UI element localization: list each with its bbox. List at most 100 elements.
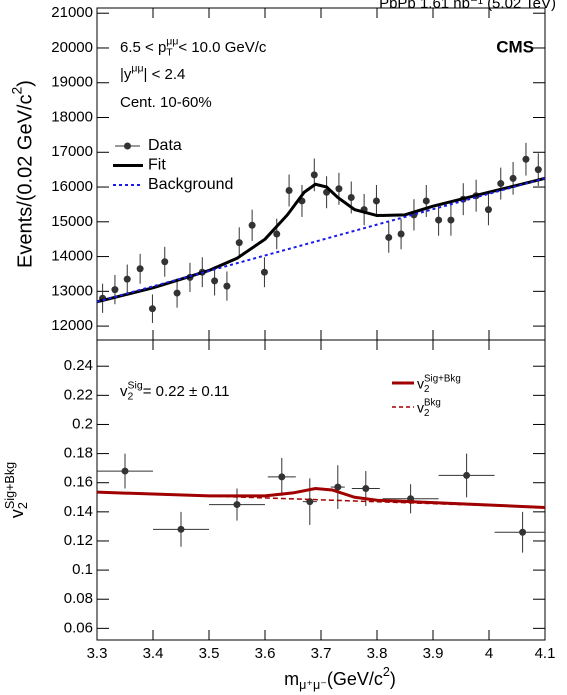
legend-label-part: Bkg [424,398,441,409]
data-point [522,155,530,163]
y-tick-label: 21000 [51,4,93,21]
y-tick-label: 13000 [51,282,93,299]
y-tick-label: 12000 [51,317,93,334]
data-point [173,289,181,297]
annotation-part: T [166,47,173,59]
y-tick-label: 18000 [51,108,93,125]
x-tick-label: 3.8 [367,645,388,662]
y-tick-label: 14000 [51,248,93,265]
fit-line [97,487,545,509]
x-tick-label: 4.1 [535,645,556,662]
data-point [233,501,241,509]
data-point [422,197,430,205]
data-point [111,286,119,294]
y-axis-title-part: ) [14,80,36,87]
annotation-part: |y [120,66,132,83]
legend-marker [124,142,131,150]
y-tick-label: 16000 [51,178,93,195]
data-point [161,258,169,266]
x-axis-title-part: m [284,669,299,689]
data-point [372,197,380,205]
y-tick-label: 0.16 [64,474,93,491]
annotation-part: μμ [166,35,178,47]
x-axis-title-part: 2 [383,665,390,679]
legend-label-part: v [417,376,424,392]
frame [96,7,546,341]
data-point [278,473,286,481]
background-line [97,491,545,509]
x-tick-label: 3.5 [199,645,220,662]
data-point [497,180,505,188]
x-tick-label: 4 [485,645,493,662]
y-tick-label: 0.08 [64,590,93,607]
data-point [310,171,318,179]
x-axis-title-part: (GeV/c [327,669,383,689]
data-point [435,216,443,224]
data-point [121,467,129,475]
annotation: |y μμ | < 2.4 [120,62,185,82]
data-point [362,485,370,493]
data-point [285,187,293,195]
legend-label-part: Sig+Bkg [424,374,461,385]
legend-label: Fit [148,157,166,174]
legend-label-part: 2 [424,408,429,419]
y-tick-label: 0.24 [64,357,93,374]
y-axis-title-part: Sig+Bkg [3,462,17,509]
legend-label: Data [148,137,182,154]
annotation-part: | < 2.4 [144,66,186,83]
data-point [136,265,144,273]
data-point [148,305,156,313]
data-point [519,528,527,536]
x-tick-label: 3.7 [311,645,332,662]
annotation-part: 2 [128,391,134,403]
data-point [509,174,517,182]
x-tick-label: 3.9 [423,645,444,662]
annotation-part: 6.5 < p [120,39,166,56]
experiment-label: CMS [496,37,534,56]
annotation-part: Cent. 10-60% [120,94,212,111]
data-point [447,216,455,224]
data-point [223,282,231,290]
legend-label: Background [148,176,233,193]
y-tick-label: 19000 [51,74,93,91]
x-axis-title-part: ) [390,669,396,689]
data-point [397,230,405,238]
data-point [235,239,243,247]
x-tick-label: 3.3 [87,645,108,662]
plot-area [97,142,545,323]
data-point [260,268,268,276]
x-tick-label: 3.6 [255,645,276,662]
annotation-part: Sig [128,379,143,391]
x-axis-title: m μ⁺μ⁻ (GeV/c 2) [284,665,396,692]
x-tick-label: 3.4 [143,645,164,662]
y-axis-title-part: 2 [16,502,30,509]
data-point [335,185,343,193]
data-point [123,275,131,283]
frame [96,339,546,641]
data-point [211,277,219,285]
data-point [347,193,355,201]
annotation-part: μμ [131,62,143,74]
annotation-part: v [120,383,128,400]
data-point [273,230,281,238]
y-axis-title-part: v [7,509,27,518]
plot-area [97,453,545,553]
y-axis-title-part: Events/(0.02 GeV/c [14,95,36,268]
y-tick-label: 0.2 [72,415,93,432]
y-tick-label: 0.06 [64,619,93,636]
data-point [177,525,185,533]
x-axis-title-part: μ⁺μ⁻ [299,678,327,692]
data-point [534,166,542,174]
y-tick-label: 20000 [51,39,93,56]
data-point [463,471,471,479]
y-axis-title-part: 2 [8,87,24,95]
data-point [334,483,342,491]
data-point [248,221,256,229]
y-tick-label: 0.14 [64,503,93,520]
y-tick-label: 15000 [51,213,93,230]
data-point [385,233,393,241]
